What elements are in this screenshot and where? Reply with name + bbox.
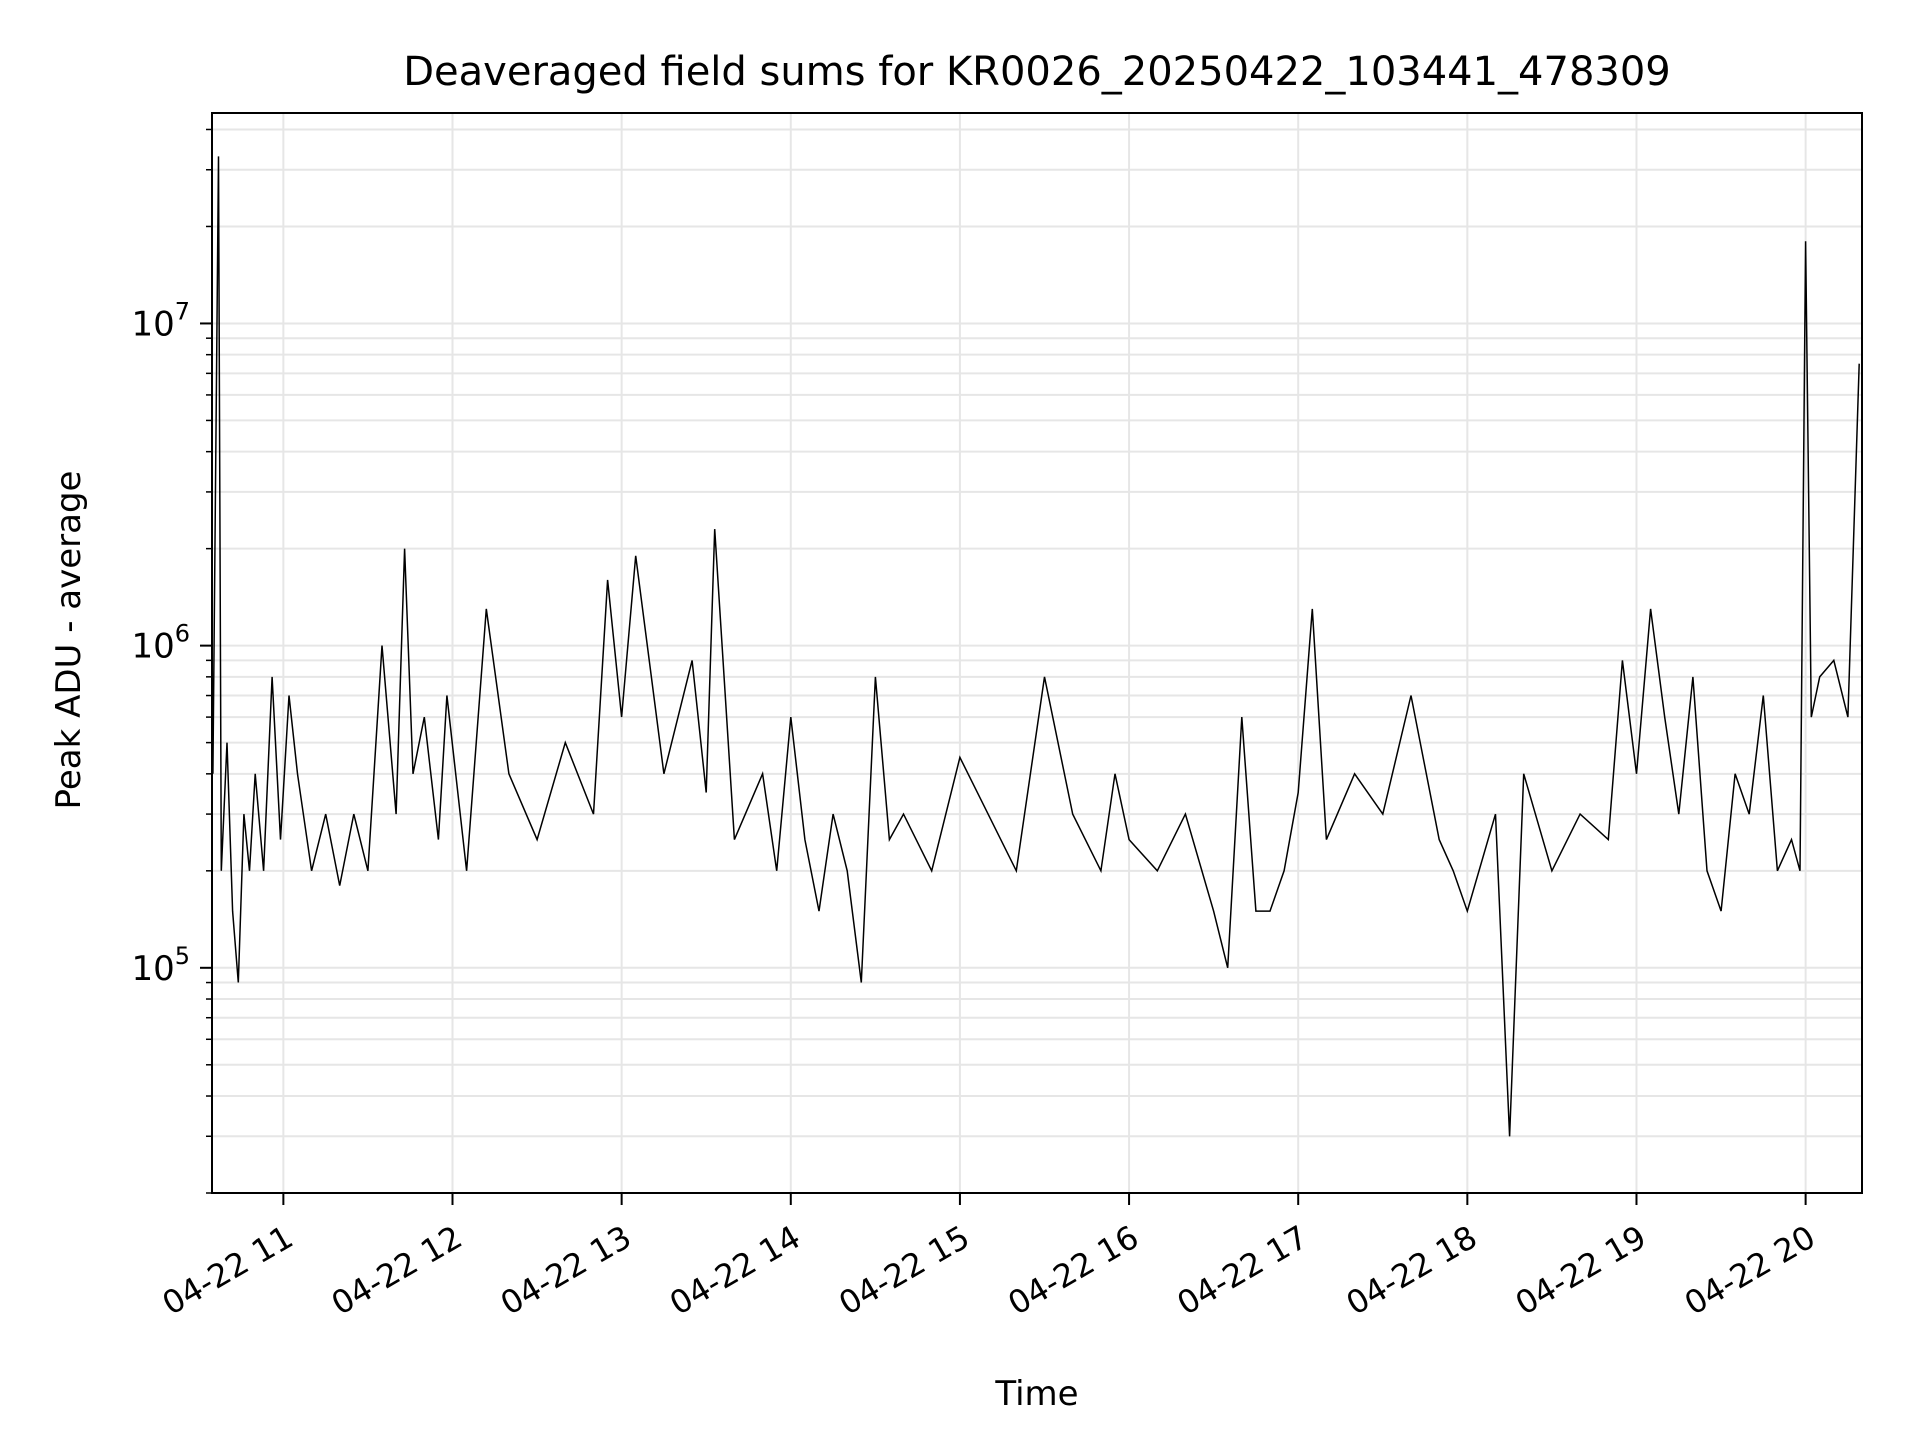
y-axis-label: Peak ADU - average bbox=[49, 471, 89, 810]
chart-title: Deaveraged field sums for KR0026_2025042… bbox=[403, 49, 1671, 95]
series-layer bbox=[212, 156, 1860, 1137]
x-axis-label: Time bbox=[994, 1374, 1078, 1414]
y-axis: 105 106 107 bbox=[131, 128, 212, 1194]
y-tick-label: 105 bbox=[131, 942, 190, 989]
y-tick-label: 106 bbox=[131, 620, 190, 667]
y-tick-label: 107 bbox=[131, 297, 190, 344]
plot-frame bbox=[211, 112, 1863, 1194]
series-line bbox=[212, 156, 1860, 1137]
